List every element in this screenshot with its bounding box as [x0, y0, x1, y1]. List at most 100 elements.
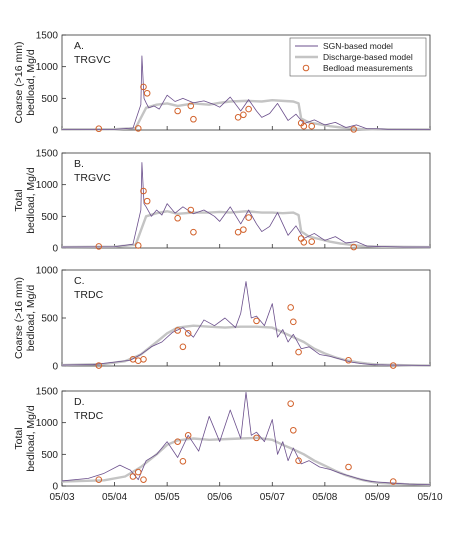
y-tick-label: 0 — [52, 482, 58, 493]
measurement-point — [174, 214, 181, 222]
x-tick-label: 05/09 — [365, 492, 390, 503]
measurement-point — [134, 125, 142, 132]
measurement-point — [295, 457, 302, 464]
measurement-point — [95, 243, 103, 250]
measurement-point — [389, 478, 397, 485]
y-tick-label: 1500 — [36, 387, 59, 398]
measurement-point — [140, 355, 147, 363]
measurement-point — [287, 400, 294, 407]
measurement-point — [290, 318, 297, 326]
measurement-point — [234, 228, 242, 236]
y-tick-label: 500 — [41, 212, 58, 223]
y-tick-label: 500 — [41, 314, 58, 325]
measurement-point — [240, 111, 247, 119]
discharge-model-line — [61, 324, 431, 367]
measurement-point — [140, 187, 147, 195]
legend-entry: Bedload measurements — [323, 63, 413, 73]
legend-entry: SGN-based model — [323, 41, 393, 51]
sgn-model-line — [61, 391, 431, 486]
measurement-point — [95, 476, 103, 483]
measurement-point — [179, 343, 187, 351]
measurement-point — [245, 105, 252, 113]
measurement-point — [174, 438, 181, 445]
y-tick-label: 1000 — [36, 62, 59, 73]
measurement-point — [300, 122, 308, 130]
x-tick-label: 05/06 — [207, 492, 232, 503]
measurement-point — [253, 317, 260, 325]
legend-entry: Discharge-based model — [323, 52, 413, 62]
measurement-point — [287, 304, 294, 311]
measurement-point — [350, 126, 358, 133]
measurement-point — [190, 115, 197, 123]
station-label: TRGVC — [74, 172, 111, 184]
discharge-model-line — [61, 210, 431, 249]
plot-area — [61, 269, 431, 367]
measurement-point — [350, 243, 358, 251]
y-tick-label: 1500 — [36, 149, 59, 160]
measurement-point — [190, 228, 197, 236]
chart-panel-2: 0 500 1000 1500 Totalbedload, Mg/d B. TRGVC — [13, 149, 431, 255]
measurement-point — [300, 239, 308, 246]
measurement-point — [234, 114, 242, 121]
y-axis-label-line: bedload, Mg/d — [25, 167, 37, 234]
x-tick-label: 05/07 — [260, 492, 285, 503]
measurement-point — [179, 458, 187, 465]
y-tick-label: 1000 — [36, 418, 59, 429]
y-axis-label-line: bedload, Mg/d — [25, 49, 37, 116]
sgn-model-line — [61, 162, 430, 248]
y-tick-label: 1000 — [36, 266, 59, 277]
measurement-point — [95, 362, 103, 369]
measurement-point — [295, 348, 302, 356]
y-tick-label: 500 — [41, 450, 58, 461]
panel-label: A. — [74, 40, 84, 52]
measurement-point — [134, 242, 142, 249]
y-axis-label: Coarse (>16 mm)bedload, Mg/d — [13, 42, 37, 124]
measurement-point — [290, 426, 297, 434]
plot-area — [61, 152, 431, 249]
y-axis-label-line: bedload, Mg/d — [25, 405, 37, 472]
sgn-model-line — [61, 281, 431, 366]
chart-panel-4: 0 500 1000 1500 05/03 05/04 05/05 05/06 05/07 05/… — [13, 387, 443, 504]
measurement-point — [245, 214, 252, 221]
measurement-point — [174, 327, 181, 334]
y-axis-label: Totalbedload, Mg/d — [13, 167, 37, 234]
y-tick-label: 0 — [52, 126, 58, 137]
measurement-point — [134, 468, 142, 476]
measurement-point — [253, 434, 260, 442]
station-label: TRDC — [74, 410, 104, 422]
discharge-model-line — [61, 99, 431, 131]
measurement-point — [187, 206, 195, 214]
x-tick-label: 05/10 — [417, 492, 442, 503]
measurement-point — [308, 238, 316, 245]
y-axis-label-line: Coarse (>16 mm) — [13, 42, 25, 124]
station-label: TRGVC — [74, 54, 111, 66]
y-tick-label: 1000 — [36, 180, 59, 191]
y-axis-label-line: Total — [13, 427, 25, 449]
measurement-point — [143, 89, 151, 97]
sgn-model-line — [62, 55, 430, 130]
measurement-point — [240, 226, 247, 233]
measurement-point — [95, 125, 103, 133]
x-tick-label: 05/05 — [155, 492, 180, 503]
panel-label: B. — [74, 158, 84, 170]
measurement-point — [184, 330, 192, 337]
station-label: TRDC — [74, 289, 104, 301]
y-axis-label: Totalbedload, Mg/d — [13, 405, 37, 472]
y-tick-label: 0 — [52, 244, 58, 255]
y-axis-label-line: Coarse (>16 mm) — [13, 277, 25, 359]
measurement-point — [345, 356, 352, 364]
y-tick-label: 1500 — [36, 31, 59, 42]
y-tick-label: 500 — [41, 94, 58, 105]
measurement-point — [143, 197, 151, 205]
measurement-point — [184, 432, 192, 439]
measurement-point — [308, 122, 316, 130]
measurement-point — [389, 362, 397, 369]
measurement-point — [345, 463, 352, 471]
y-tick-label: 0 — [52, 362, 58, 373]
measurement-point — [174, 107, 181, 115]
measurement-point — [140, 476, 147, 483]
